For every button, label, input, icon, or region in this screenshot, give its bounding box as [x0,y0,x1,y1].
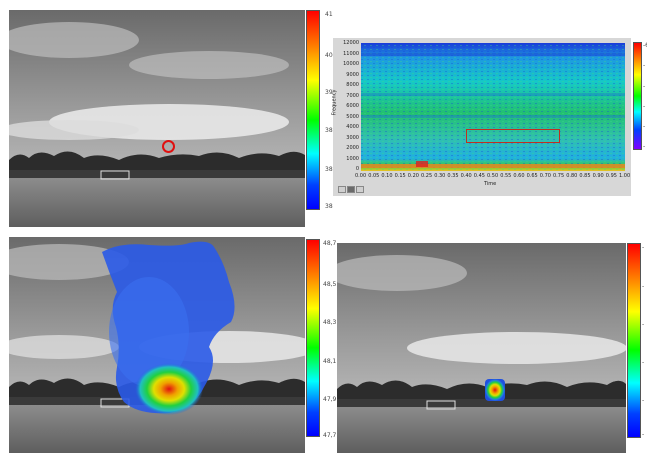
x-tick-label: 0.35 [447,173,459,179]
x-tick-label: 0.75 [553,173,565,179]
cb-tick: 48,3 [323,319,337,326]
y-tick-label: 5000 [346,113,359,120]
spectrogram-plot[interactable] [361,43,625,171]
x-tick-label: 0.45 [473,173,485,179]
bottom-right-acoustic-map [337,243,626,453]
bottom-right-colorbar [627,243,641,438]
x-tick-label: 0.00 [355,173,367,179]
landscape-heatmap-image [337,243,626,453]
y-tick-label: 6000 [346,103,359,109]
cb-tick: 48,7 [323,240,337,247]
y-tick-label: 12000 [343,40,359,46]
cb-tick: 38 [325,166,333,173]
spectrogram-xlabel: Time [484,181,497,187]
cb-tick: -6 [643,42,647,49]
cb-tick: 38 [325,203,333,210]
bottom-left-colorbar [306,239,320,437]
x-tick-label: 0.40 [460,173,472,179]
cb-tick: - [642,431,645,438]
zoom-icon[interactable] [338,186,346,193]
x-tick-label: 0.30 [434,173,446,179]
x-tick-label: 0.80 [566,173,578,179]
cb-tick: - [643,83,646,90]
cb-tick: - [642,244,645,251]
x-tick-label: 0.50 [487,173,499,179]
cb-tick: - [643,143,646,150]
y-tick-label: 3000 [346,134,359,141]
landscape-heatmap-image [9,237,305,453]
top-left-colorbar [306,10,320,210]
cb-tick: 40 [325,52,333,59]
pan-icon[interactable] [347,186,355,193]
x-tick-label: 0.25 [421,173,433,179]
spectrogram-image [361,43,625,171]
y-tick-label: 4000 [346,124,359,130]
selection-box[interactable] [466,129,560,143]
y-tick-label: 10000 [343,61,359,67]
cursor-icon[interactable] [356,186,364,193]
cb-tick: 38 [325,127,333,134]
cb-tick: 41 [325,11,333,18]
cb-tick: 47,9 [323,396,337,403]
cb-tick: 47,7 [323,432,337,439]
x-tick-label: 1.00 [619,173,631,179]
x-tick-label: 0.70 [539,173,551,179]
y-tick-label: 7000 [346,92,359,99]
top-left-camera-view [9,10,305,227]
spectrogram-ylabel: Frequency [331,89,338,116]
x-tick-label: 0.55 [500,173,512,179]
target-marker-icon [162,140,175,153]
x-tick-label: 0.60 [513,173,525,179]
bottom-left-acoustic-map [9,237,305,453]
cb-tick: 48,5 [323,281,337,288]
cb-tick: - [642,359,645,366]
cb-tick: - [642,321,645,328]
y-tick-label: 0 [355,166,359,172]
x-tick-label: 0.95 [605,173,617,179]
landscape-image [9,10,305,227]
x-tick-label: 0.10 [381,173,393,179]
y-tick-label: 11000 [343,50,359,57]
y-tick-label: 2000 [346,145,359,151]
x-tick-label: 0.65 [526,173,538,179]
spectrogram-colorbar [633,42,642,150]
cb-tick: - [642,397,645,404]
x-tick-label: 0.90 [592,173,604,179]
x-tick-label: 0.20 [407,173,419,179]
cb-tick: - [643,123,646,130]
cb-tick: - [643,62,646,69]
y-tick-label: 1000 [346,155,359,162]
cb-tick: - [643,103,646,110]
cb-tick: - [642,283,645,290]
x-tick-label: 0.15 [394,173,406,179]
x-tick-label: 0.05 [368,173,380,179]
y-tick-label: 8000 [346,82,359,88]
y-tick-label: 9000 [346,71,359,78]
cb-tick: 48,1 [323,358,337,365]
x-tick-label: 0.85 [579,173,591,179]
cb-tick: 39 [325,89,333,96]
